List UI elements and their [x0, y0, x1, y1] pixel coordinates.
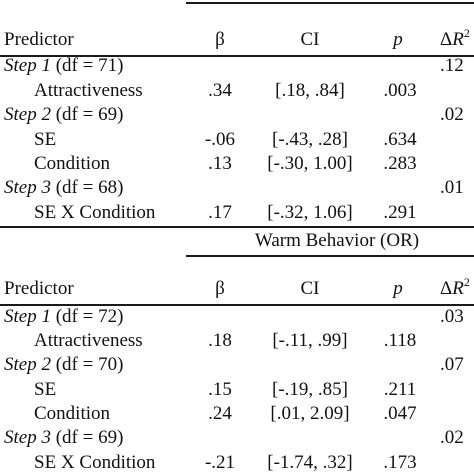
header-beta: β: [215, 278, 225, 299]
row-label: Attractiveness: [34, 80, 143, 101]
step-1-label: Step 1 (df = 71): [4, 55, 124, 76]
row-beta: .15: [208, 379, 232, 400]
step-2-delta-r2: .07: [440, 354, 464, 375]
row-ci: [-.30, 1.00]: [267, 153, 353, 174]
header-delta-r2: ΔR2: [440, 26, 470, 50]
row-beta: .24: [208, 403, 232, 424]
row-beta: .34: [208, 80, 232, 101]
step-1-label: Step 1 (df = 72): [4, 306, 124, 327]
header-predictor: Predictor: [4, 29, 74, 50]
header-delta-r2: ΔR2: [440, 275, 470, 299]
header-p: p: [393, 29, 403, 50]
step-3-delta-r2: .02: [440, 427, 464, 448]
header-ci: CI: [300, 29, 320, 50]
step-2-delta-r2: .02: [440, 104, 464, 125]
panel-2-title-rule: [186, 255, 474, 257]
row-p: .173: [383, 452, 417, 473]
row-ci: [-.32, 1.06]: [267, 202, 353, 223]
step-3-delta-r2: .01: [440, 177, 464, 198]
step-3-label: Step 3 (df = 68): [4, 177, 124, 198]
row-beta: .13: [208, 153, 232, 174]
row-ci: [.18, .84]: [275, 80, 345, 101]
row-label: SE: [34, 379, 57, 400]
header-beta: β: [215, 29, 225, 50]
row-p: .047: [383, 403, 417, 424]
row-label: SE: [34, 129, 57, 150]
row-p: .118: [383, 330, 417, 351]
row-beta: -.06: [204, 129, 236, 150]
step-3-label: Step 3 (df = 69): [4, 427, 124, 448]
row-beta: -.21: [204, 452, 236, 473]
row-p: .634: [383, 129, 417, 150]
row-ci: [-1.74, .32]: [267, 452, 353, 473]
header-rule: [0, 55, 474, 57]
step-1-delta-r2: .12: [440, 55, 464, 76]
top-rule: [186, 2, 474, 4]
row-p: .211: [383, 379, 417, 400]
panel-2-title: Warm Behavior (OR): [254, 230, 420, 251]
header-rule: [0, 304, 474, 306]
row-label: Condition: [34, 153, 111, 174]
header-ci: CI: [300, 278, 320, 299]
row-label: SE X Condition: [34, 452, 156, 473]
step-2-label: Step 2 (df = 69): [4, 104, 124, 125]
header-predictor: Predictor: [4, 278, 74, 299]
row-ci: [-.19, .85]: [272, 379, 348, 400]
row-label: SE X Condition: [34, 202, 156, 223]
panel-divider-rule: [0, 226, 474, 228]
row-ci: [-.43, .28]: [272, 129, 348, 150]
row-p: .291: [383, 202, 417, 223]
row-beta: .17: [208, 202, 232, 223]
row-p: .283: [383, 153, 417, 174]
row-beta: .18: [208, 330, 232, 351]
row-ci: [.01, 2.09]: [270, 403, 350, 424]
header-p: p: [393, 278, 403, 299]
step-1-delta-r2: .03: [440, 306, 464, 327]
row-ci: [-.11, .99]: [272, 330, 348, 351]
row-label: Condition: [34, 403, 111, 424]
row-p: .003: [383, 80, 417, 101]
row-label: Attractiveness: [34, 330, 143, 351]
step-2-label: Step 2 (df = 70): [4, 354, 124, 375]
